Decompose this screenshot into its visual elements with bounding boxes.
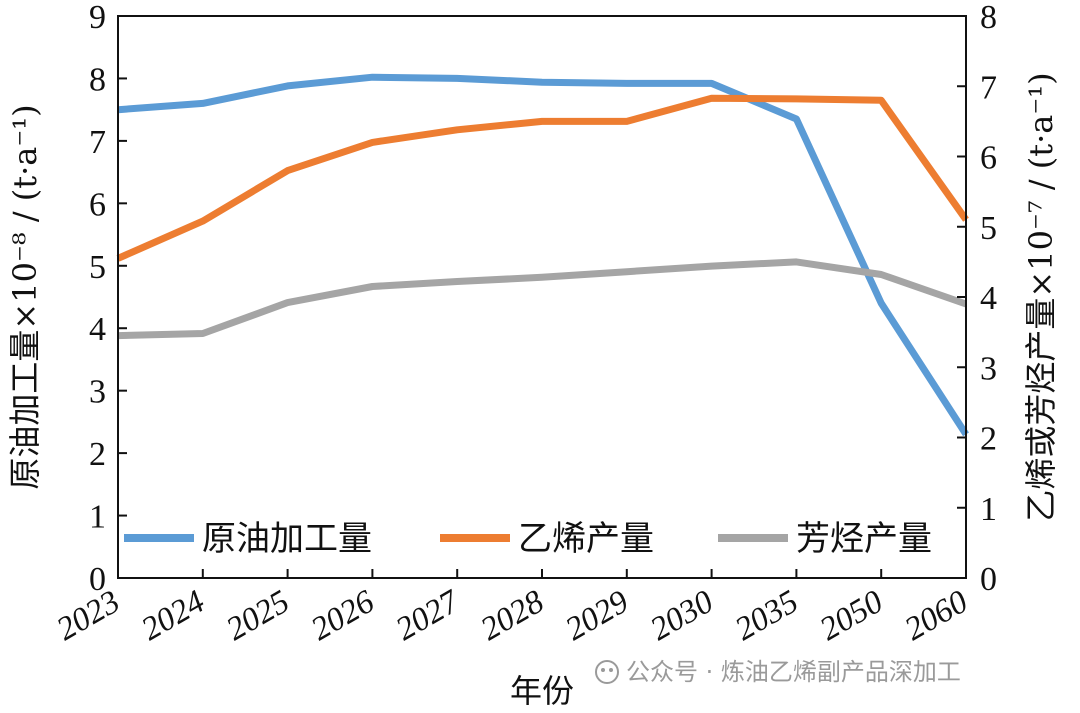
x-axis-title: 年份 xyxy=(510,672,574,710)
y-left-tick-label: 8 xyxy=(89,61,106,98)
series-line-乙烯产量 xyxy=(116,94,969,262)
watermark-text: 公众号 · 炼油乙烯副产品深加工 xyxy=(626,658,961,686)
y-axis-title-left: 原油加工量×10⁻⁸ / (t·a⁻¹) xyxy=(6,104,44,489)
y-right-tick-label: 7 xyxy=(980,69,997,106)
y-right-tick-label: 2 xyxy=(980,421,997,458)
legend-label: 芳烃产量 xyxy=(796,519,932,559)
x-tick-label: 2024 xyxy=(136,584,211,648)
y-left-tick-label: 9 xyxy=(89,0,106,36)
y-left-tick-label: 2 xyxy=(89,436,106,473)
y-right-tick-label: 5 xyxy=(980,210,997,247)
y-right-tick-label: 3 xyxy=(980,350,997,387)
series-line-原油加工量 xyxy=(117,73,969,437)
y-axis-title-right: 乙烯或芳烃产量×10⁻⁷ / (t·a⁻¹) xyxy=(1022,72,1060,521)
x-tick-label: 2060 xyxy=(899,584,975,648)
legend-label: 乙烯产量 xyxy=(518,519,654,559)
x-tick-label: 2050 xyxy=(814,584,890,648)
x-tick-label: 2027 xyxy=(390,583,466,648)
x-tick-label: 2028 xyxy=(475,584,551,648)
series-line-芳烃产量 xyxy=(117,258,968,340)
y-right-tick-label: 0 xyxy=(980,561,997,598)
wechat-icon xyxy=(595,660,619,684)
y-left-tick-label: 0 xyxy=(89,561,106,598)
y-right-tick-label: 8 xyxy=(980,0,997,36)
wechat-icon-dot xyxy=(601,668,605,672)
x-tick-label: 2026 xyxy=(305,584,381,648)
watermark: 公众号 · 炼油乙烯副产品深加工 xyxy=(595,658,961,686)
legend-label: 原油加工量 xyxy=(202,519,372,559)
wechat-icon-dot xyxy=(609,668,613,672)
y-left-tick-label: 1 xyxy=(89,499,106,536)
x-tick-label: 2030 xyxy=(644,584,720,648)
y-left-tick-label: 5 xyxy=(89,249,106,286)
x-tick-label: 2025 xyxy=(220,584,295,648)
y-left-tick-label: 4 xyxy=(89,311,106,348)
y-left-tick-label: 3 xyxy=(89,374,106,411)
y-right-tick-label: 4 xyxy=(980,280,997,317)
x-tick-label: 2029 xyxy=(560,584,635,648)
y-right-tick-label: 1 xyxy=(980,491,997,528)
y-left-tick-label: 6 xyxy=(89,186,106,223)
y-right-tick-label: 6 xyxy=(980,140,997,177)
x-tick-label: 2035 xyxy=(729,584,804,648)
y-left-tick-label: 7 xyxy=(89,124,106,161)
